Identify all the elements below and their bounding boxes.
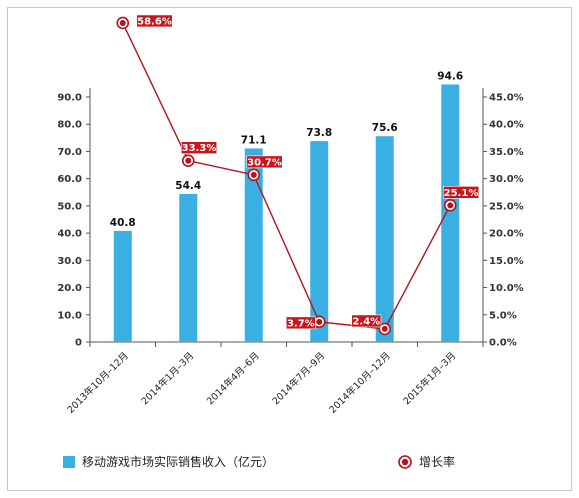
rate-point: [381, 325, 388, 332]
x-category-label: 2014年1月–3月: [139, 350, 197, 408]
x-category-label: 2014年10月–12月: [327, 350, 393, 416]
y-right-tick-label: 10.0%: [489, 283, 524, 294]
x-category-label: 2015年1月–3月: [401, 350, 459, 408]
bar: [179, 193, 198, 342]
rate-label-box: [442, 186, 480, 199]
bar: [113, 230, 132, 342]
y-left-tick-label: 0: [75, 338, 82, 349]
bar-value-label: 94.6: [437, 70, 463, 82]
rate-value-label: 25.1%: [444, 188, 479, 199]
legend-bar-swatch: [63, 456, 75, 468]
y-left-tick-label: 60.0: [57, 174, 82, 185]
bar-value-label: 54.4: [175, 180, 201, 192]
bar-value-label: 40.8: [110, 217, 136, 229]
rate-point: [250, 171, 257, 178]
y-left-tick-label: 80.0: [57, 120, 82, 131]
rate-label-box: [285, 316, 316, 330]
y-right-tick-label: 15.0%: [489, 256, 524, 267]
y-right-tick-label: 5.0%: [489, 310, 517, 321]
x-category-label: 2014年4月–6月: [204, 350, 262, 408]
rate-point: [447, 202, 454, 209]
rate-value-label: 58.6%: [137, 16, 172, 27]
rate-value-label: 2.4%: [352, 316, 380, 327]
chart-frame: [7, 7, 572, 491]
bar: [441, 84, 460, 342]
y-right-tick-label: 20.0%: [489, 229, 524, 240]
rate-point: [119, 19, 126, 26]
bar-value-label: 71.1: [241, 134, 267, 146]
rate-line: [122, 22, 451, 330]
y-right-tick-label: 0.0%: [489, 338, 517, 349]
x-category-label: 2014年7月–9月: [270, 350, 328, 408]
y-left-tick-label: 40.0: [57, 229, 82, 240]
y-right-tick-label: 30.0%: [489, 174, 524, 185]
x-category-label: 2013年10月–12月: [65, 350, 131, 416]
bar-value-label: 73.8: [306, 127, 332, 139]
rate-label-box: [246, 155, 283, 169]
bar: [310, 141, 329, 342]
rate-label-box: [180, 141, 218, 154]
rate-label-box: [351, 314, 382, 328]
y-right-tick-label: 35.0%: [489, 147, 524, 158]
bar: [244, 148, 263, 342]
y-left-tick-label: 20.0: [57, 283, 82, 294]
legend-bar-label: 移动游戏市场实际销售收入（亿元）: [82, 454, 274, 469]
bar-value-label: 75.6: [372, 122, 398, 134]
y-right-tick-label: 25.0%: [489, 201, 524, 212]
y-left-tick-label: 10.0: [57, 310, 82, 321]
rate-point: [316, 318, 323, 325]
rate-value-label: 3.7%: [287, 318, 315, 329]
rate-point: [185, 157, 192, 164]
y-left-tick-label: 30.0: [57, 256, 82, 267]
rate-value-label: 30.7%: [247, 157, 282, 168]
y-left-tick-label: 90.0: [57, 93, 82, 104]
legend-line-marker: [401, 458, 409, 466]
y-right-tick-label: 45.0%: [489, 93, 524, 104]
y-right-tick-label: 40.0%: [489, 120, 524, 131]
legend-line-label: 增长率: [419, 454, 455, 469]
y-left-tick-label: 50.0: [57, 201, 82, 212]
rate-value-label: 33.3%: [182, 143, 217, 154]
y-left-tick-label: 70.0: [57, 147, 82, 158]
rate-label-box: [136, 14, 173, 28]
bar: [375, 136, 394, 342]
